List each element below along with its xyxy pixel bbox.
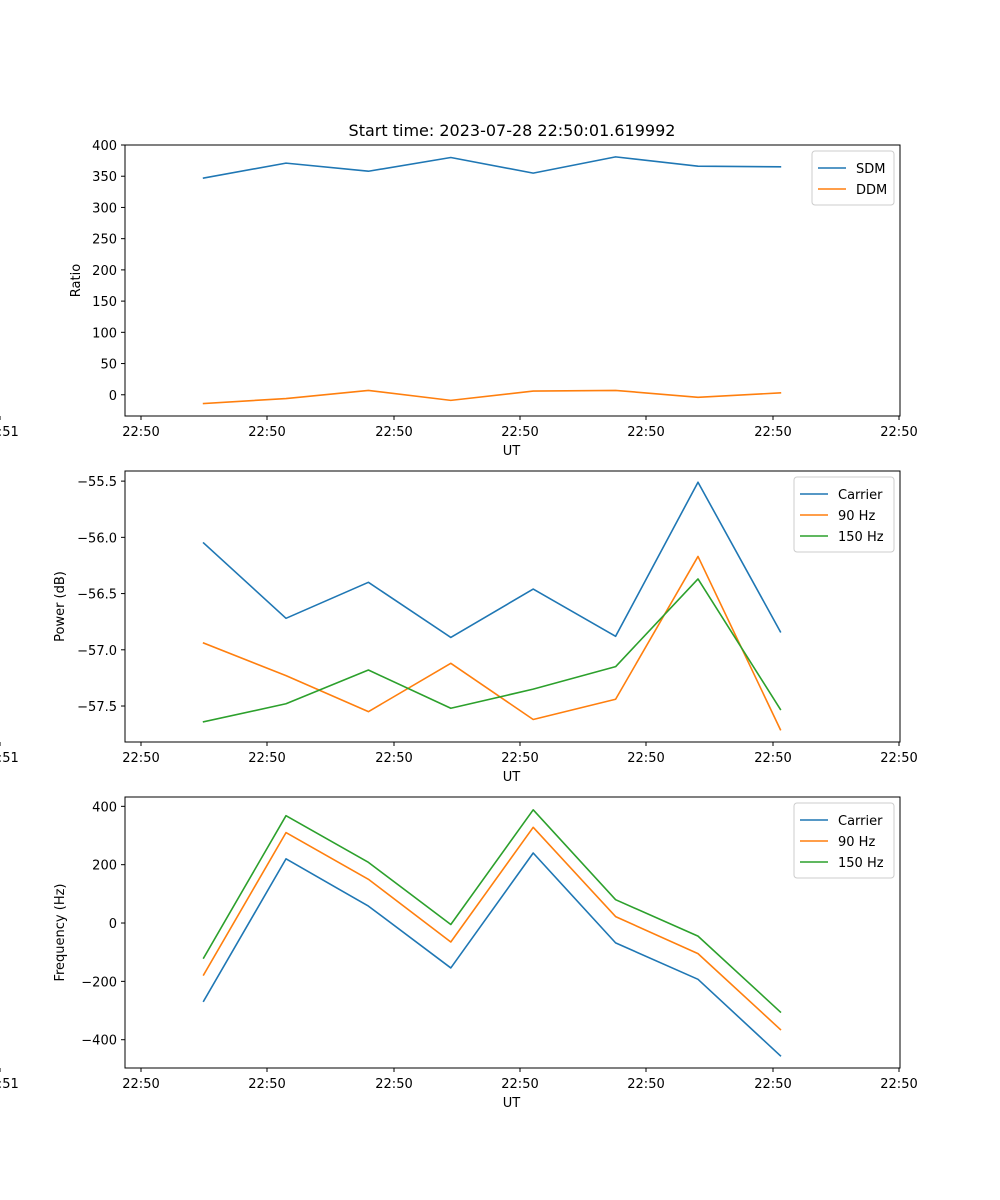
legend-label: 150 Hz	[838, 530, 884, 545]
x-tick-label: 22:50	[754, 1077, 791, 1092]
x-tick-label: 22:50	[122, 425, 159, 440]
y-tick-label: 300	[92, 201, 117, 216]
x-axis-label: UT	[503, 770, 521, 785]
legend: SDM DDM	[811, 150, 895, 206]
x-axis-label: UT	[503, 444, 521, 459]
y-tick-label: 50	[100, 358, 117, 373]
axes-frame	[124, 144, 901, 417]
y-tick-label: 0	[109, 917, 117, 932]
x-tick-label: 22:50	[248, 751, 285, 766]
y-axis-label: Power (dB)	[53, 571, 68, 642]
x-tick-label: 22:50	[375, 1077, 412, 1092]
legend-label: 150 Hz	[838, 856, 884, 871]
y-tick-label: 200	[92, 859, 117, 874]
figure-title: Start time: 2023-07-28 22:50:01.619992	[349, 121, 676, 140]
x-tick-label: 22:50	[627, 1077, 664, 1092]
series-line-ddm	[202, 389, 782, 405]
x-tick-label: 22:51	[0, 425, 19, 440]
series-line-carrier	[202, 852, 782, 1057]
legend-label: 90 Hz	[838, 835, 875, 850]
x-tick-label: 22:50	[248, 425, 285, 440]
x-tick-label: 22:50	[122, 1077, 159, 1092]
legend-box	[811, 150, 895, 206]
series-line-90-hz	[202, 555, 782, 731]
chart-panel-3: 22:50 22:50 22:50 22:50 22:50 22:50 22:50 22:51…	[0, 796, 918, 1111]
chart-panel-2: 22:50 22:50 22:50 22:50 22:50 22:50 22:50 22:51…	[0, 470, 918, 785]
y-tick-label: 200	[92, 264, 117, 279]
y-tick-label: 350	[92, 170, 117, 185]
x-tick-label: 22:50	[501, 425, 538, 440]
y-tick-label: −55.5	[77, 475, 117, 490]
x-tick-label: 22:50	[880, 1077, 917, 1092]
x-tick-label: 22:51	[0, 1077, 19, 1092]
legend: Carrier 90 Hz 150 Hz	[793, 802, 895, 879]
series-line-150-hz	[202, 809, 782, 1014]
legend-label: Carrier	[838, 488, 883, 503]
x-tick-label: 22:50	[754, 425, 791, 440]
x-tick-label: 22:50	[880, 751, 917, 766]
series-line-90-hz	[202, 826, 782, 1031]
x-tick-label: 22:50	[375, 425, 412, 440]
legend: Carrier 90 Hz 150 Hz	[793, 476, 895, 553]
x-tick-label: 22:50	[248, 1077, 285, 1092]
legend-box	[793, 476, 895, 553]
chart-panel-1: 22:50 22:50 22:50 22:50 22:50 22:50 22:50 22:51…	[0, 139, 918, 459]
y-tick-label: −57.0	[77, 644, 117, 659]
x-tick-label: 22:50	[880, 425, 917, 440]
x-axis-label: UT	[503, 1096, 521, 1111]
x-tick-label: 22:50	[627, 751, 664, 766]
y-tick-label: −200	[81, 975, 117, 990]
legend-label: Carrier	[838, 814, 883, 829]
y-axis-label: Ratio	[69, 264, 84, 297]
charts: 22:50 22:50 22:50 22:50 22:50 22:50 22:50 22:51…	[0, 139, 918, 1111]
y-tick-label: 400	[92, 800, 117, 815]
y-tick-label: 250	[92, 233, 117, 248]
y-axis-label: Frequency (Hz)	[53, 883, 68, 981]
y-tick-label: 150	[92, 295, 117, 310]
x-tick-label: 22:50	[501, 751, 538, 766]
legend-label: SDM	[856, 162, 885, 177]
series-line-150-hz	[202, 578, 782, 723]
legend-label: DDM	[856, 183, 887, 198]
legend-label: 90 Hz	[838, 509, 875, 524]
y-tick-label: 400	[92, 139, 117, 154]
axes-frame	[124, 796, 901, 1069]
y-tick-label: 100	[92, 326, 117, 341]
axes-frame	[124, 470, 901, 743]
y-tick-label: 0	[109, 389, 117, 404]
x-tick-label: 22:50	[627, 425, 664, 440]
y-tick-label: −400	[81, 1034, 117, 1049]
y-tick-label: −57.5	[77, 700, 117, 715]
x-tick-label: 22:50	[754, 751, 791, 766]
series-line-carrier	[202, 481, 782, 639]
x-tick-label: 22:50	[122, 751, 159, 766]
y-tick-label: −56.5	[77, 588, 117, 603]
legend-box	[793, 802, 895, 879]
x-tick-label: 22:50	[375, 751, 412, 766]
series-line-sdm	[202, 156, 782, 180]
x-tick-label: 22:50	[501, 1077, 538, 1092]
x-tick-label: 22:51	[0, 751, 19, 766]
y-tick-label: −56.0	[77, 531, 117, 546]
